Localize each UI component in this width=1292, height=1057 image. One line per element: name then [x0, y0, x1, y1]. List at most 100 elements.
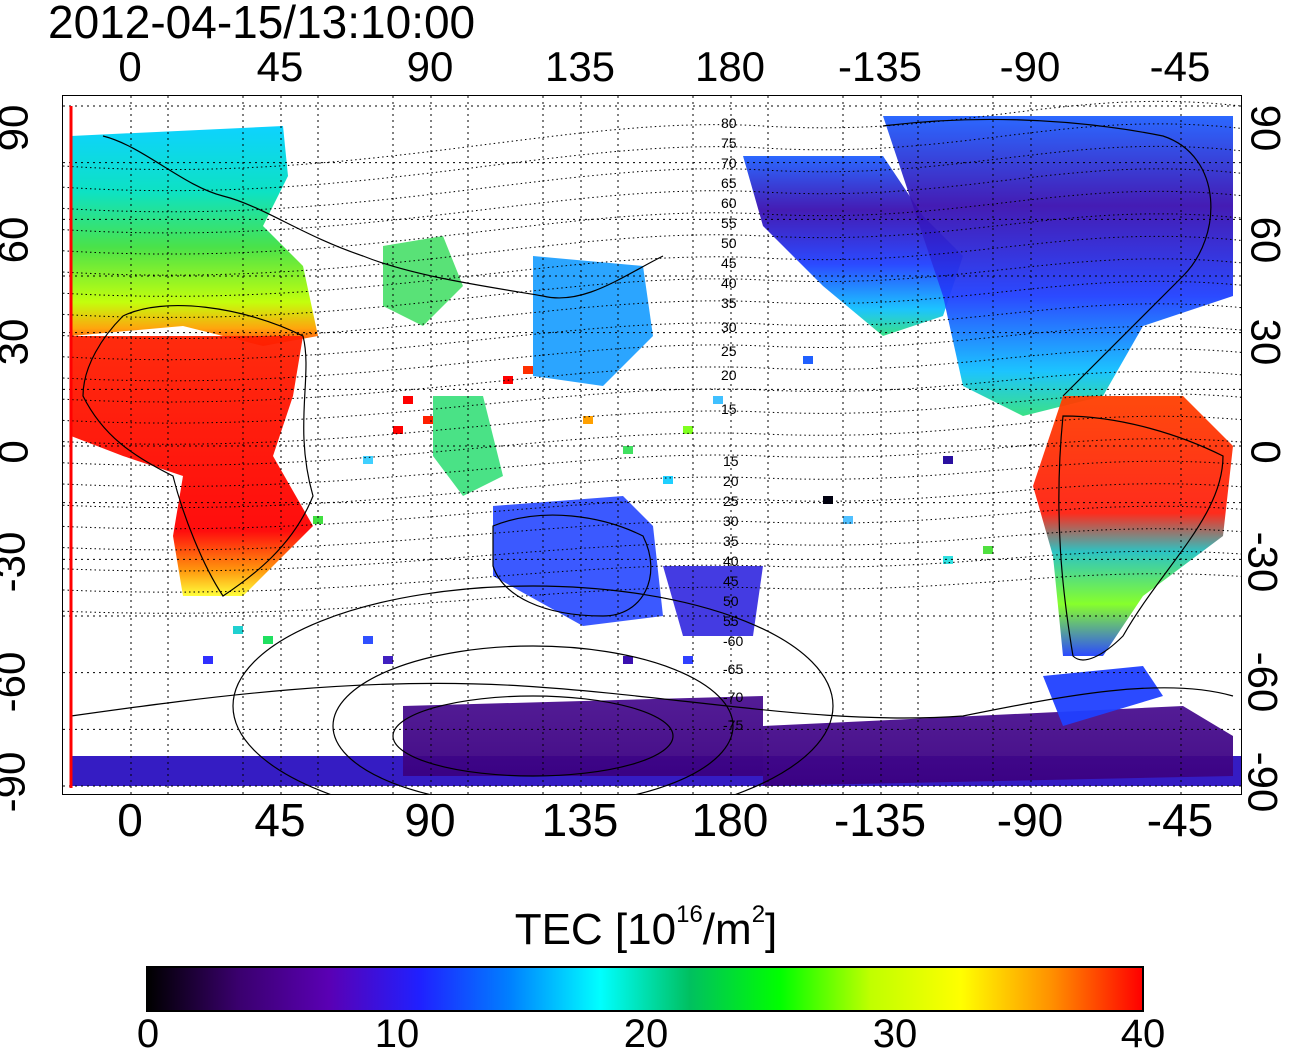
colorbar-title: TEC [1016/m2] [0, 903, 1292, 955]
magnetic-latitude-label: 25 [723, 493, 739, 509]
magnetic-latitude-contour [62, 123, 1242, 192]
tec-coverage-region [71, 126, 318, 346]
right-tick-label: 30 [1242, 318, 1290, 366]
tec-coverage-region [1043, 666, 1163, 726]
top-tick-label: 45 [256, 43, 304, 90]
magnetic-latitude-contour [62, 190, 1242, 255]
colorbar-tick-label: 30 [872, 1012, 918, 1056]
tec-coverage-region [403, 696, 763, 776]
coastline [492, 514, 652, 617]
magnetic-latitude-label: 50 [721, 235, 737, 251]
timestamp: 2012-04-15/13:10:00 [48, 0, 476, 48]
top-tick-label: -135 [837, 43, 923, 90]
tec-data-point [263, 636, 273, 644]
magnetic-latitude-label: -60 [723, 633, 743, 649]
coastline [882, 118, 1212, 397]
magnetic-latitude-label: 20 [723, 473, 739, 489]
magnetic-latitude-contour [62, 145, 1242, 213]
magnetic-latitude-contours [62, 100, 1242, 827]
right-tick-label: -60 [1239, 651, 1287, 713]
tec-data-point [713, 396, 723, 404]
tec-data-point [623, 656, 633, 664]
magnetic-latitude-label: 65 [721, 175, 737, 191]
left-tick-label: 30 [0, 318, 37, 366]
colorbar-title-prefix: TEC [10 [514, 905, 677, 954]
right-tick-label: -90 [1239, 751, 1287, 813]
top-tick-label: -90 [999, 43, 1061, 90]
right-tick-label: 0 [1242, 440, 1290, 464]
magnetic-latitude-label: 55 [721, 215, 737, 231]
magnetic-latitude-label: 60 [721, 195, 737, 211]
left-tick-label: -30 [0, 531, 34, 593]
top-tick-label: 0 [118, 43, 142, 90]
magnetic-latitude-label: 35 [723, 533, 739, 549]
tec-coverage-region [533, 256, 653, 386]
tec-data-point [683, 426, 693, 434]
magnetic-latitude-contour [62, 168, 1242, 234]
right-tick-label: -30 [1239, 531, 1287, 593]
magnetic-latitude-label: 40 [723, 553, 739, 569]
magnetic-latitude-label: -70 [723, 689, 743, 705]
tec-data-point [393, 426, 403, 434]
magnetic-latitude-label: 30 [721, 319, 737, 335]
tec-coverage-region [763, 706, 1233, 786]
tec-data-point [363, 636, 373, 644]
magnetic-latitude-contour [62, 213, 1242, 276]
tec-data-point [233, 626, 243, 634]
magnetic-latitude-label: 50 [723, 593, 739, 609]
colorbar-title-exp2: 2 [751, 901, 766, 928]
coastlines [70, 118, 1234, 719]
magnetic-latitude-label: 45 [721, 255, 737, 271]
coastline [102, 135, 664, 299]
magnetic-latitude-contour [62, 573, 1242, 614]
bottom-tick-label: 180 [691, 794, 769, 846]
left-tick-label: 0 [0, 440, 37, 463]
magnetic-pole-contour [392, 695, 674, 777]
left-tick-label: -90 [0, 751, 34, 813]
tec-data-point [383, 656, 393, 664]
right-tick-label: 60 [1242, 216, 1290, 264]
tec-coverage-region [743, 156, 963, 336]
tec-data-point [683, 656, 693, 664]
magnetic-latitude-contour [62, 100, 1242, 171]
coastline [70, 682, 1234, 719]
tec-data-point [943, 456, 953, 464]
bottom-tick-label: -45 [1146, 794, 1214, 846]
magnetic-latitude-label: 80 [721, 115, 737, 131]
magnetic-latitude-label: 75 [721, 135, 737, 151]
top-tick-label: 135 [544, 43, 616, 90]
bottom-tick-label: 90 [404, 794, 456, 846]
tec-data-point [363, 456, 373, 464]
bottom-tick-label: 135 [541, 794, 619, 846]
tec-map: 80 75 70 65 60 55 50 45 40 35 30 25 20 15 15 20 25 30 35 40… [62, 95, 1242, 827]
top-tick-label: -45 [1149, 43, 1211, 90]
right-tick-label: 90 [1242, 104, 1290, 152]
tec-data-point [803, 356, 813, 364]
magnetic-latitude-labels: 80 75 70 65 60 55 50 45 40 35 30 25 20 15 15 20 25 30 35 40… [721, 115, 743, 733]
tec-data-point [983, 546, 993, 554]
left-tick-label: 60 [0, 216, 37, 264]
tec-data-point [623, 446, 633, 454]
magnetic-latitude-label: 55 [723, 613, 739, 629]
colorbar-tick-label: 10 [374, 1012, 420, 1056]
bottom-tick-label: 0 [117, 794, 143, 846]
coastline [1058, 415, 1224, 661]
tec-data-point [823, 496, 833, 504]
magnetic-latitude-label: 35 [721, 295, 737, 311]
left-tick-label: -60 [0, 651, 34, 713]
magnetic-latitude-label: 70 [721, 155, 737, 171]
colorbar-title-suffix: ] [765, 905, 778, 954]
tec-coverage-region [1033, 396, 1233, 656]
tec-data-point [843, 516, 853, 524]
magnetic-latitude-label: 15 [723, 453, 739, 469]
bottom-tick-label: 45 [254, 794, 306, 846]
colorbar-tick-label: 0 [136, 1012, 160, 1056]
tec-data-point [423, 416, 433, 424]
top-tick-label: 180 [694, 43, 766, 90]
tec-data-point [663, 476, 673, 484]
tec-data-layer [71, 116, 1241, 786]
tec-map-canvas: 80 75 70 65 60 55 50 45 40 35 30 25 20 15 15 20 25 30 35 40… [62, 96, 1242, 827]
tec-data-point [583, 416, 593, 424]
magnetic-latitude-contour [62, 550, 1242, 593]
colorbar-tick-label: 40 [1120, 1012, 1166, 1056]
